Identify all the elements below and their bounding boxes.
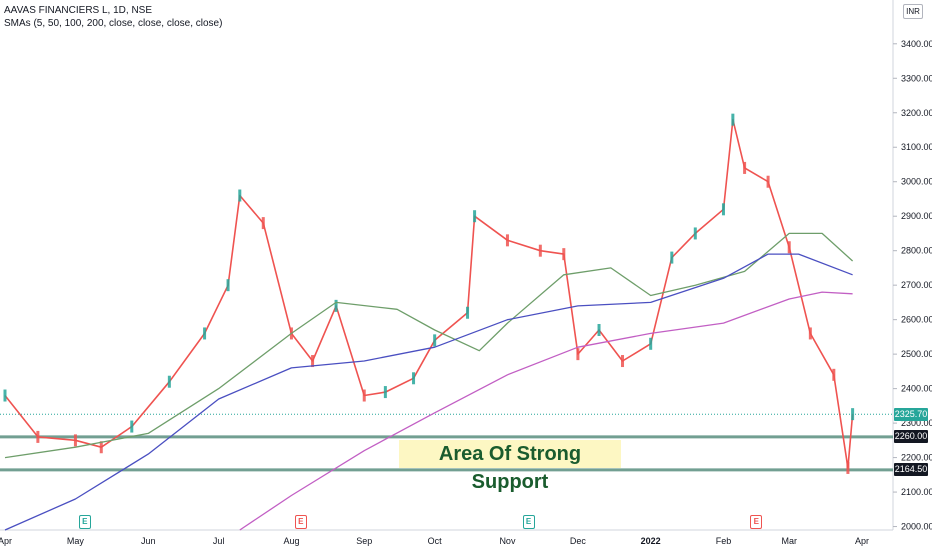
price-candle [167,375,171,388]
earnings-event-icon[interactable]: E [750,515,763,529]
y-tick-label: 3100.00 [901,142,932,152]
y-tick-label: 2200.00 [901,453,932,463]
price-candle [36,430,40,443]
series-sma-50 [4,232,854,459]
x-tick-label: Apr [855,536,869,546]
price-candle [731,113,735,126]
x-tick-label: Oct [428,536,443,546]
series-sma-100 [4,253,853,531]
y-tick-label: 2700.00 [901,280,932,290]
price-candle [576,348,580,361]
price-candle [743,161,747,174]
price-candle [621,355,625,368]
x-tick-label: May [67,536,85,546]
series-sma-200 [239,291,853,531]
price-candle [473,210,477,223]
price-candle [412,372,416,385]
x-tick-label: Jun [141,536,156,546]
y-tick-label: 3000.00 [901,177,932,187]
price-candle [649,337,653,350]
price-candle [383,386,387,399]
last-price-label: 2325.70 [894,407,928,421]
price-candle [851,408,855,421]
price-candle [334,299,338,312]
price-candle [832,368,836,381]
y-tick-label: 3200.00 [901,108,932,118]
price-candle [597,324,601,336]
x-tick-label: Apr [0,536,12,546]
support-annotation: Area Of Strong Support [399,440,621,493]
price-candle [311,355,315,368]
x-tick-label: Mar [781,536,797,546]
y-tick-label: 3400.00 [901,39,932,49]
price-candle [505,234,509,247]
price-candle [670,251,674,264]
x-tick-label: Feb [716,536,732,546]
x-tick-label: Dec [570,536,587,546]
x-tick-label: Nov [499,536,516,546]
y-tick-label: 3300.00 [901,73,932,83]
indicator-legend: SMAs (5, 50, 100, 200, close, close, clo… [4,18,223,29]
price-candle [261,217,265,230]
price-candle [433,334,437,347]
price-candle [130,420,134,433]
price-candle [693,227,697,240]
y-tick-label: 2300.00 [901,418,932,428]
price-candle [808,327,812,340]
price-candle [562,248,566,261]
earnings-event-icon[interactable]: E [522,515,535,529]
price-candle [362,389,366,402]
price-candle [226,279,230,292]
x-tick-label: Jul [213,536,225,546]
price-candle [721,203,725,216]
y-tick-label: 2500.00 [901,349,932,359]
y-tick-label: 2400.00 [901,384,932,394]
price-candle [466,306,470,319]
support-upper-label: 2260.00 [894,430,928,444]
earnings-event-icon[interactable]: E [294,515,307,529]
support-lower-label: 2164.50 [894,463,928,477]
price-candle [238,189,242,202]
x-tick-label: Aug [283,536,299,546]
price-candle [787,241,791,254]
currency-badge: INR [903,4,923,19]
symbol-title: AAVAS FINANCIERS L, 1D, NSE [4,5,153,16]
x-tick-label: Sep [356,536,372,546]
price-candle [99,441,103,454]
price-candle [538,244,542,257]
price-candle [846,461,850,474]
price-candle [73,434,77,447]
y-tick-label: 2800.00 [901,246,932,256]
y-tick-label: 2900.00 [901,211,932,221]
y-tick-label: 2600.00 [901,315,932,325]
price-candle [766,175,770,188]
x-tick-label: 2022 [641,536,661,546]
earnings-event-icon[interactable]: E [78,515,91,529]
y-tick-label: 2000.00 [901,522,932,532]
y-tick-label: 2100.00 [901,487,932,497]
price-candle [203,327,207,340]
price-candle [3,389,7,402]
chart-header: AAVAS FINANCIERS L, 1D, NSE SMAs (5, 50,… [4,4,222,30]
